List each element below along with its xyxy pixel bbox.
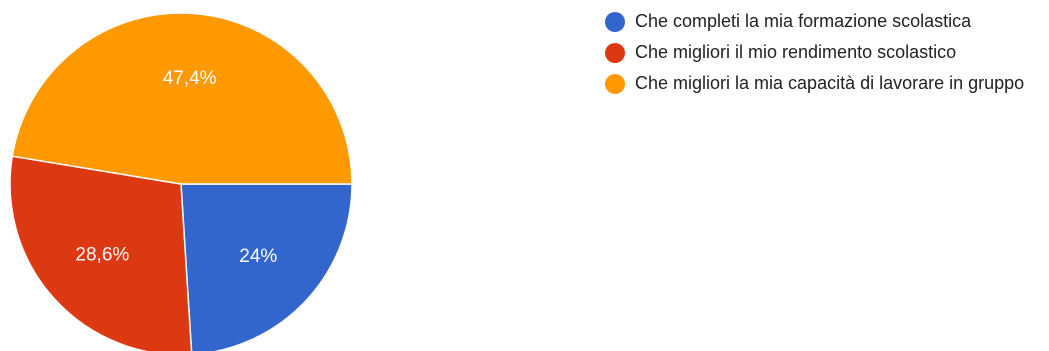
slice-value-label-1: 24% (239, 246, 277, 267)
pie-slice-labels: 24% 28,6% 47,4% (75, 68, 277, 267)
legend-item-2: Che migliori il mio rendimento scolastic… (605, 39, 1045, 66)
legend-label-2: Che migliori il mio rendimento scolastic… (635, 42, 957, 62)
legend: Che completi la mia formazione scolastic… (605, 8, 1045, 101)
pie-slice-3 (11, 12, 353, 185)
slice-value-label-3: 47,4% (163, 68, 217, 89)
legend-swatch-1 (605, 12, 625, 32)
pie-slices (9, 12, 353, 351)
legend-label-1: Che completi la mia formazione scolastic… (635, 11, 972, 31)
legend-item-1: Che completi la mia formazione scolastic… (605, 8, 1045, 35)
pie-slice-2 (9, 155, 193, 351)
legend-swatch-3 (605, 74, 625, 94)
slice-value-label-2: 28,6% (75, 245, 129, 266)
legend-label-3: Che migliori la mia capacità di lavorare… (635, 73, 1025, 93)
legend-item-3: Che migliori la mia capacità di lavorare… (605, 70, 1045, 97)
legend-swatch-2 (605, 43, 625, 63)
pie-slice-1 (180, 183, 353, 351)
